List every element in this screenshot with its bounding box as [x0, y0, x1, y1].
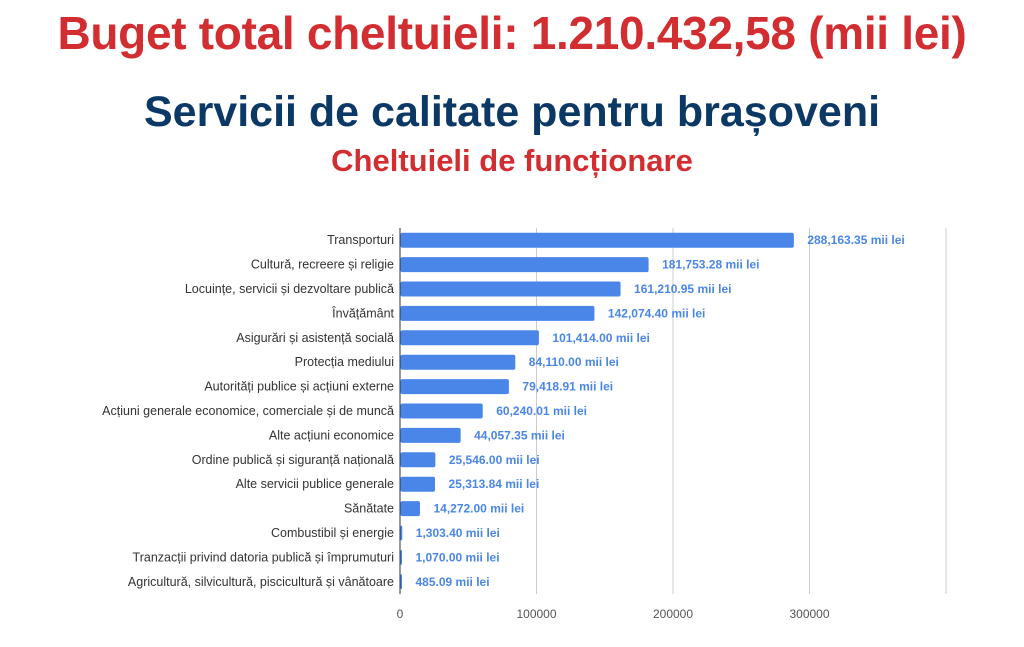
- category-label: Asigurări și asistență socială: [236, 331, 394, 345]
- value-label: 84,110.00 mii lei: [529, 355, 619, 369]
- category-label: Alte servicii publice generale: [236, 477, 394, 491]
- x-tick-label: 100000: [516, 607, 556, 621]
- category-labels: Transporturi Cultură, recreere și religie…: [102, 233, 394, 589]
- bar: [400, 305, 595, 321]
- value-label: 1,303.40 mii lei: [416, 526, 500, 540]
- bar: [400, 427, 461, 443]
- category-label: Alte acțiuni economice: [269, 428, 394, 442]
- value-label: 142,074.40 mii lei: [608, 306, 705, 320]
- bars: [400, 232, 794, 590]
- section-title: Cheltuieli de funcționare: [331, 143, 693, 178]
- value-label: 79,418.91 mii lei: [522, 380, 613, 394]
- bar: [400, 257, 649, 273]
- value-label: 25,546.00 mii lei: [449, 453, 540, 467]
- x-tick-label: 200000: [653, 607, 693, 621]
- category-label: Acțiuni generale economice, comerciale ș…: [102, 404, 394, 418]
- bar: [400, 525, 403, 541]
- page-subtitle: Servicii de calitate pentru brașoveni: [143, 88, 881, 136]
- bar: [400, 476, 436, 492]
- value-label: 288,163.35 mii lei: [807, 233, 904, 247]
- category-label: Transporturi: [327, 233, 394, 247]
- x-tick-label: 300000: [789, 607, 829, 621]
- value-label: 485.09 mii lei: [416, 575, 490, 589]
- value-label: 1,070.00 mii lei: [416, 550, 500, 564]
- bar: [400, 574, 402, 590]
- value-label: 14,272.00 mii lei: [433, 502, 524, 516]
- value-labels: 288,163.35 mii lei 181,753.28 mii lei 161,…: [416, 233, 905, 589]
- category-label: Autorități publice și acțiuni externe: [204, 380, 394, 394]
- value-label: 25,313.84 mii lei: [449, 477, 540, 491]
- value-label: 60,240.01 mii lei: [496, 404, 587, 418]
- category-label: Tranzacții privind datoria publică și îm…: [133, 550, 394, 564]
- bar: [400, 403, 483, 419]
- category-label: Combustibil și energie: [271, 526, 394, 540]
- budget-total-title: Buget total cheltuieli: 1.210.432,58 (mi…: [57, 7, 967, 59]
- value-label: 181,753.28 mii lei: [662, 258, 759, 272]
- category-label: Ordine publică și siguranță națională: [192, 453, 394, 467]
- bar: [400, 232, 794, 248]
- bar: [400, 379, 509, 395]
- category-label: Cultură, recreere și religie: [251, 258, 394, 272]
- bar: [400, 549, 402, 565]
- category-label: Protecția mediului: [295, 355, 394, 369]
- bar: [400, 452, 436, 468]
- category-label: Sănătate: [344, 502, 394, 516]
- bar: [400, 330, 539, 346]
- category-label: Învățământ: [331, 305, 394, 320]
- x-tick-label: 0: [397, 607, 404, 621]
- value-label: 101,414.00 mii lei: [552, 331, 649, 345]
- category-label: Locuințe, servicii și dezvoltare publică: [185, 282, 394, 296]
- category-label: Agricultură, silvicultură, piscicultură …: [128, 575, 394, 589]
- bar: [400, 281, 621, 297]
- bar: [400, 354, 516, 370]
- bar: [400, 501, 420, 517]
- value-label: 161,210.95 mii lei: [634, 282, 731, 296]
- x-axis-ticks: 0 100000 200000 300000: [397, 607, 830, 621]
- value-label: 44,057.35 mii lei: [474, 428, 565, 442]
